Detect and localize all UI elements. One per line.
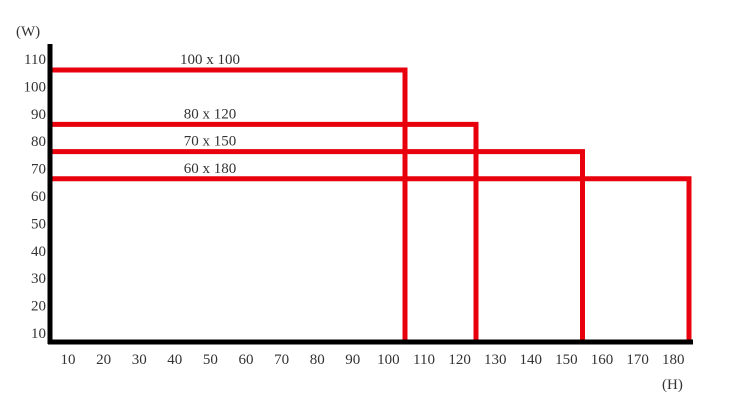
rectangle-label: 100 x 100: [180, 52, 240, 68]
rectangle-label: 80 x 120: [184, 106, 237, 122]
rectangle-label: 60 x 180: [184, 161, 237, 177]
x-tick-label: 130: [484, 352, 507, 368]
y-tick-label: 90: [31, 107, 46, 123]
x-tick-label: 30: [132, 352, 147, 368]
size-rectangle: [50, 149, 585, 342]
x-tick-label: 120: [448, 352, 471, 368]
x-tick-label: 80: [310, 352, 325, 368]
y-tick-label: 40: [31, 244, 46, 260]
y-tick-label: 70: [31, 162, 46, 178]
x-tick-label: 160: [591, 352, 614, 368]
rectangle-label: 70 x 150: [184, 134, 237, 150]
y-tick-label: 110: [24, 52, 46, 68]
y-tick-label: 50: [31, 216, 46, 232]
y-tick-label: 100: [24, 79, 47, 95]
x-tick-label: 20: [96, 352, 111, 368]
y-axis-label: (W): [16, 24, 40, 40]
x-tick-label: 100: [377, 352, 400, 368]
y-tick-label: 60: [31, 189, 46, 205]
x-tick-label: 40: [167, 352, 182, 368]
x-tick-label: 140: [520, 352, 543, 368]
y-tick-label: 20: [31, 299, 46, 315]
x-tick-label: 10: [61, 352, 76, 368]
x-tick-label: 60: [239, 352, 254, 368]
size-rectangle: [50, 67, 408, 342]
size-rectangle: [50, 121, 479, 342]
x-tick-label: 110: [413, 352, 435, 368]
x-tick-label: 180: [662, 352, 685, 368]
x-tick-label: 70: [274, 352, 289, 368]
size-rectangle: [50, 176, 692, 342]
y-tick-label: 80: [31, 134, 46, 150]
x-tick-label: 170: [626, 352, 649, 368]
x-tick-label: 90: [345, 352, 360, 368]
x-tick-label: 150: [555, 352, 578, 368]
y-tick-label: 10: [31, 326, 46, 342]
x-axis-label: (H): [662, 377, 683, 393]
y-tick-label: 30: [31, 271, 46, 287]
x-tick-label: 50: [203, 352, 218, 368]
